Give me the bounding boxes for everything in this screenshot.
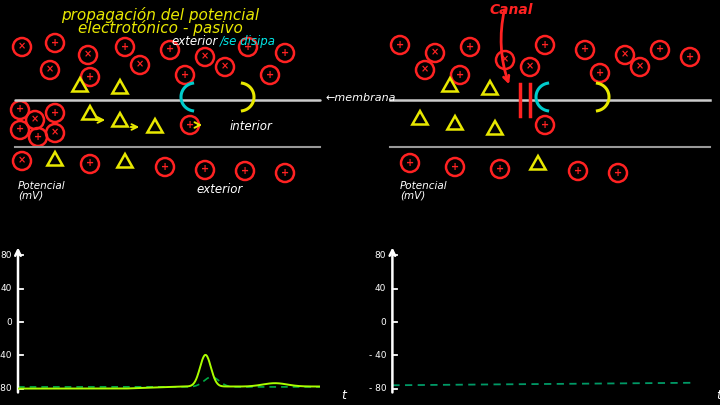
Text: Potencial: Potencial xyxy=(400,181,448,191)
Text: +: + xyxy=(86,158,94,168)
Text: +: + xyxy=(574,166,582,175)
Text: exterior: exterior xyxy=(172,35,218,48)
Text: +: + xyxy=(51,38,59,47)
Text: +: + xyxy=(456,70,464,79)
Text: +: + xyxy=(16,104,24,115)
Text: ×: × xyxy=(221,62,229,72)
Text: ×: × xyxy=(31,115,39,124)
Text: +: + xyxy=(121,41,129,51)
Text: +: + xyxy=(161,162,169,171)
Text: ×: × xyxy=(526,62,534,72)
Text: +: + xyxy=(451,162,459,171)
Text: t: t xyxy=(716,389,720,402)
Text: +: + xyxy=(244,41,252,51)
Text: ×: × xyxy=(51,128,59,138)
Text: +: + xyxy=(281,168,289,177)
Text: +: + xyxy=(686,51,694,62)
Text: propagación del potencial: propagación del potencial xyxy=(61,7,259,23)
Text: +: + xyxy=(466,41,474,51)
Text: t: t xyxy=(341,389,346,402)
Text: +: + xyxy=(581,45,589,55)
Text: (mV): (mV) xyxy=(400,191,426,201)
Text: +: + xyxy=(541,40,549,49)
Text: +: + xyxy=(266,70,274,79)
Text: +: + xyxy=(496,164,504,173)
Text: +: + xyxy=(201,164,209,175)
Text: ×: × xyxy=(46,64,54,75)
Text: +: + xyxy=(166,45,174,55)
Text: 0: 0 xyxy=(6,318,12,326)
Text: - 40: - 40 xyxy=(369,351,387,360)
Text: +: + xyxy=(541,119,549,130)
Text: interior: interior xyxy=(230,121,273,134)
Text: ×: × xyxy=(18,41,26,51)
Text: ×: × xyxy=(501,55,509,64)
Text: +: + xyxy=(614,168,622,177)
Text: ×: × xyxy=(136,60,144,70)
Text: ×: × xyxy=(201,51,209,62)
Text: ×: × xyxy=(431,47,439,58)
Text: - 80: - 80 xyxy=(369,384,387,393)
Text: ×: × xyxy=(621,49,629,60)
Text: ×: × xyxy=(421,64,429,75)
Text: +: + xyxy=(656,45,664,55)
Text: exterior: exterior xyxy=(197,183,243,196)
Text: +: + xyxy=(86,72,94,81)
Text: 40: 40 xyxy=(375,284,387,293)
Text: +: + xyxy=(34,132,42,141)
Text: +: + xyxy=(396,40,404,49)
Text: +: + xyxy=(406,158,414,168)
Text: 80: 80 xyxy=(375,251,387,260)
Text: 40: 40 xyxy=(1,284,12,293)
Text: +: + xyxy=(241,166,249,175)
Text: Potencial: Potencial xyxy=(18,181,66,191)
Text: +: + xyxy=(186,119,194,130)
Text: (mV): (mV) xyxy=(18,191,43,201)
Text: - 80: - 80 xyxy=(0,384,12,393)
Text: 0: 0 xyxy=(381,318,387,326)
Text: /se disipa: /se disipa xyxy=(220,35,276,48)
Text: 80: 80 xyxy=(1,251,12,260)
Text: ×: × xyxy=(84,49,92,60)
Text: +: + xyxy=(596,68,604,77)
Text: Canal: Canal xyxy=(490,3,534,17)
Text: +: + xyxy=(281,47,289,58)
Text: ×: × xyxy=(636,62,644,72)
Text: ×: × xyxy=(18,156,26,166)
Text: +: + xyxy=(181,70,189,79)
Text: electrotónico - pasivo: electrotónico - pasivo xyxy=(78,20,243,36)
Text: +: + xyxy=(51,107,59,117)
Text: - 40: - 40 xyxy=(0,351,12,360)
Text: +: + xyxy=(16,124,24,134)
Text: ←membrana: ←membrana xyxy=(325,93,395,103)
